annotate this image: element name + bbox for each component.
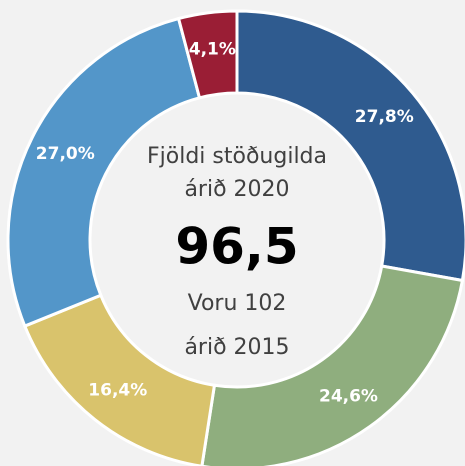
center-text: Voru 102 [188, 291, 287, 316]
data-label: 27,0% [36, 144, 95, 164]
labels: 27,8% 24,6% 16,4% 27,0% 4,1% [36, 40, 414, 407]
center-value: 96,5 [175, 218, 298, 276]
wedge [6, 16, 202, 329]
data-label: 4,1% [189, 40, 236, 60]
wedge [200, 264, 465, 466]
wedge [235, 9, 465, 283]
center-text: árið 2020 [184, 177, 289, 202]
wedges [6, 9, 465, 466]
center-text: árið 2015 [184, 335, 289, 360]
data-label: 16,4% [88, 381, 147, 401]
wedge [176, 9, 239, 100]
center-text: Fjöldi stöðugilda [147, 144, 327, 169]
data-label: 27,8% [355, 107, 414, 127]
data-label: 24,6% [319, 386, 378, 406]
